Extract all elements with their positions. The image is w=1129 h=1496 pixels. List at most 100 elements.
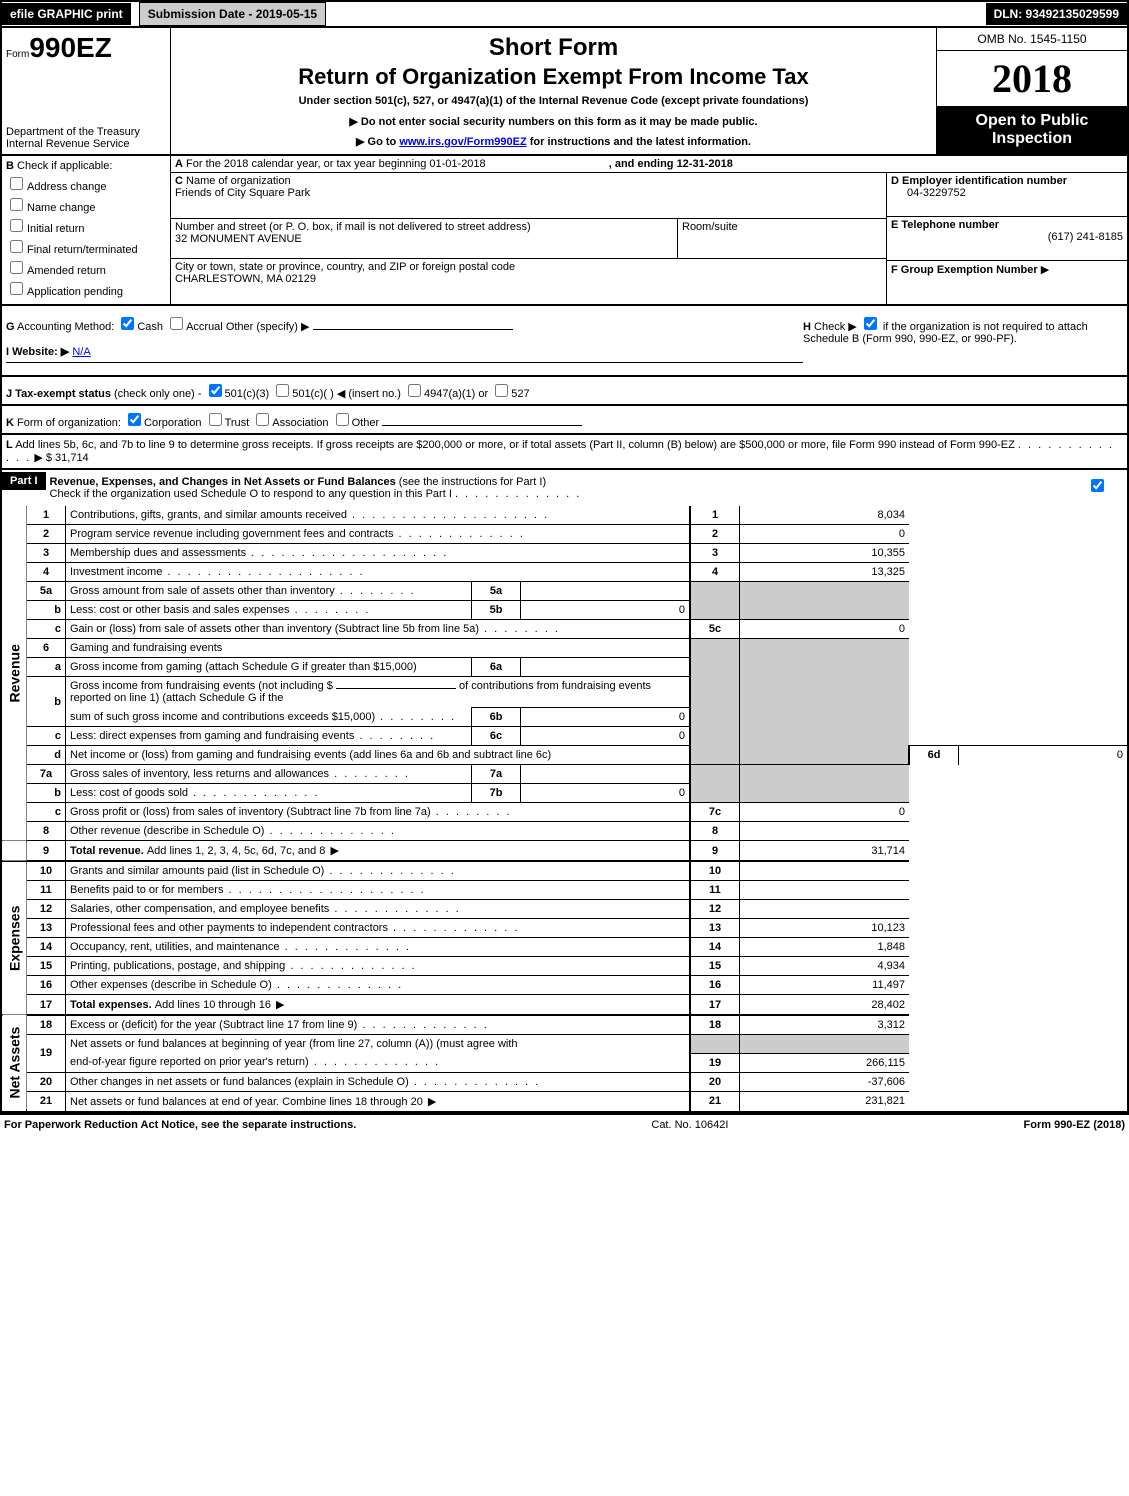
- cb-address-change-input[interactable]: [10, 177, 23, 190]
- cb-final-return: Final return/terminated: [6, 237, 166, 256]
- website-value[interactable]: N/A: [72, 346, 90, 358]
- cb-amended-return: Amended return: [6, 258, 166, 277]
- l-amount: ▶ $ 31,714: [34, 452, 88, 464]
- line-4-row: 4 Investment income 4 13,325: [2, 563, 1127, 582]
- name-of-org-label: Name of organization: [186, 175, 291, 187]
- line-10-amt: [740, 861, 910, 881]
- line-19-shade: [690, 1035, 740, 1054]
- line-6c-row: c Less: direct expenses from gaming and …: [2, 727, 1127, 746]
- cb-name-change-input[interactable]: [10, 198, 23, 211]
- line-15-num: 15: [27, 957, 66, 976]
- opt-trust: Trust: [225, 417, 250, 429]
- goto-link[interactable]: www.irs.gov/Form990EZ: [399, 136, 526, 148]
- header-right: OMB No. 1545-1150 2018 Open to Public In…: [936, 28, 1127, 154]
- section-c: A For the 2018 calendar year, or tax yea…: [171, 156, 1127, 304]
- line-21-desc: Net assets or fund balances at end of ye…: [66, 1091, 691, 1111]
- line-9-amt: 31,714: [740, 841, 910, 862]
- line-14-amt: 1,848: [740, 938, 910, 957]
- part-1-title-suffix: (see the instructions for Part I): [399, 476, 546, 488]
- e-label: E Telephone number: [891, 219, 999, 231]
- c-label: C: [175, 175, 183, 187]
- cb-other-org[interactable]: [336, 413, 349, 426]
- omb-number: OMB No. 1545-1150: [937, 28, 1127, 51]
- cb-initial-return-label: Initial return: [27, 223, 84, 235]
- line-10-row: Expenses 10 Grants and similar amounts p…: [2, 861, 1127, 881]
- cb-corp[interactable]: [128, 413, 141, 426]
- addr-value: 32 MONUMENT AVENUE: [175, 233, 302, 245]
- cb-accrual[interactable]: [170, 317, 183, 330]
- line-10-num: 10: [27, 861, 66, 881]
- cb-initial-return-input[interactable]: [10, 219, 23, 232]
- cb-assoc[interactable]: [256, 413, 269, 426]
- line-4-num: 4: [27, 563, 66, 582]
- cb-501c[interactable]: [276, 384, 289, 397]
- cb-h[interactable]: [864, 317, 877, 330]
- cb-application-pending-label: Application pending: [27, 286, 123, 298]
- efile-print-button[interactable]: efile GRAPHIC print: [2, 3, 131, 25]
- lines-table: Revenue 1 Contributions, gifts, grants, …: [2, 506, 1127, 1111]
- cb-amended-return-input[interactable]: [10, 261, 23, 274]
- h-text1: Check ▶: [814, 321, 857, 333]
- line-7a-mini-amt: [521, 765, 691, 784]
- cb-schedule-o[interactable]: [1091, 479, 1104, 492]
- org-name-cell: C Name of organization Friends of City S…: [171, 173, 886, 219]
- i-label: I Website: ▶: [6, 346, 69, 358]
- line-17-desc: Total expenses. Add lines 10 through 16: [66, 995, 691, 1016]
- room-suite-label: Room/suite: [682, 221, 738, 233]
- g-text: Accounting Method:: [17, 321, 114, 333]
- line-18-desc: Excess or (deficit) for the year (Subtra…: [66, 1015, 691, 1035]
- vert-revenue: Revenue: [2, 506, 27, 841]
- website-underline: [6, 362, 803, 363]
- line-20-box: 20: [690, 1072, 740, 1091]
- part-1: Part I Revenue, Expenses, and Changes in…: [0, 470, 1129, 1113]
- line-17-num: 17: [27, 995, 66, 1016]
- a-text: For the 2018 calendar year, or tax year …: [186, 158, 486, 170]
- line-6b-row2: sum of such gross income and contributio…: [2, 708, 1127, 727]
- line-8-dots: [264, 825, 395, 837]
- line-16-box: 16: [690, 976, 740, 995]
- line-18-num: 18: [27, 1015, 66, 1035]
- dept-treasury: Department of the Treasury: [6, 126, 166, 138]
- a-ending: , and ending 12-31-2018: [609, 158, 733, 170]
- line-5c-num: c: [27, 620, 66, 639]
- line-7c-row: c Gross profit or (loss) from sales of i…: [2, 803, 1127, 822]
- line-19-desc: Net assets or fund balances at beginning…: [66, 1035, 691, 1054]
- form-header: Form990EZ Department of the Treasury Int…: [0, 28, 1129, 156]
- footer-center: Cat. No. 10642I: [651, 1119, 728, 1131]
- line-11-row: 11 Benefits paid to or for members 11: [2, 881, 1127, 900]
- cb-527[interactable]: [495, 384, 508, 397]
- line-9-desc-text: Total revenue.: [70, 845, 147, 857]
- line-1-row: Revenue 1 Contributions, gifts, grants, …: [2, 506, 1127, 525]
- other-org-field[interactable]: [382, 425, 582, 426]
- g-line: G Accounting Method: Cash Accrual Other …: [6, 314, 803, 333]
- line-18-row: Net Assets 18 Excess or (deficit) for th…: [2, 1015, 1127, 1035]
- line-15-amt: 4,934: [740, 957, 910, 976]
- line-11-amt: [740, 881, 910, 900]
- part-1-checkbox-col: [1067, 472, 1127, 499]
- line-5c-desc: Gain or (loss) from sale of assets other…: [66, 620, 691, 639]
- vert-expenses: Expenses: [2, 861, 27, 1015]
- cb-cash[interactable]: [121, 317, 134, 330]
- cb-final-return-input[interactable]: [10, 240, 23, 253]
- header-center: Short Form Return of Organization Exempt…: [171, 28, 936, 154]
- line-6c-mini: 6c: [472, 727, 521, 746]
- line-6a-mini: 6a: [472, 658, 521, 677]
- part-1-title: Revenue, Expenses, and Changes in Net As…: [50, 476, 396, 488]
- opt-501c-suffix: ◀ (insert no.): [337, 388, 401, 400]
- line-18-box: 18: [690, 1015, 740, 1035]
- line-14-num: 14: [27, 938, 66, 957]
- cb-4947[interactable]: [408, 384, 421, 397]
- a-label: A: [175, 158, 183, 170]
- goto-prefix: ▶ Go to: [356, 136, 399, 148]
- cb-application-pending-input[interactable]: [10, 282, 23, 295]
- j-text: (check only one) -: [114, 388, 201, 400]
- other-specify-field[interactable]: [313, 329, 513, 330]
- line-6b-blank[interactable]: [336, 688, 456, 689]
- line-6-shade-amt: [740, 639, 910, 765]
- cb-501c3[interactable]: [209, 384, 222, 397]
- line-18-desc-text: Excess or (deficit) for the year (Subtra…: [70, 1019, 357, 1031]
- line-19-shade-amt: [740, 1035, 910, 1054]
- cb-trust[interactable]: [209, 413, 222, 426]
- f-arrow: ▶: [1041, 264, 1049, 276]
- line-8-amt: [740, 822, 910, 841]
